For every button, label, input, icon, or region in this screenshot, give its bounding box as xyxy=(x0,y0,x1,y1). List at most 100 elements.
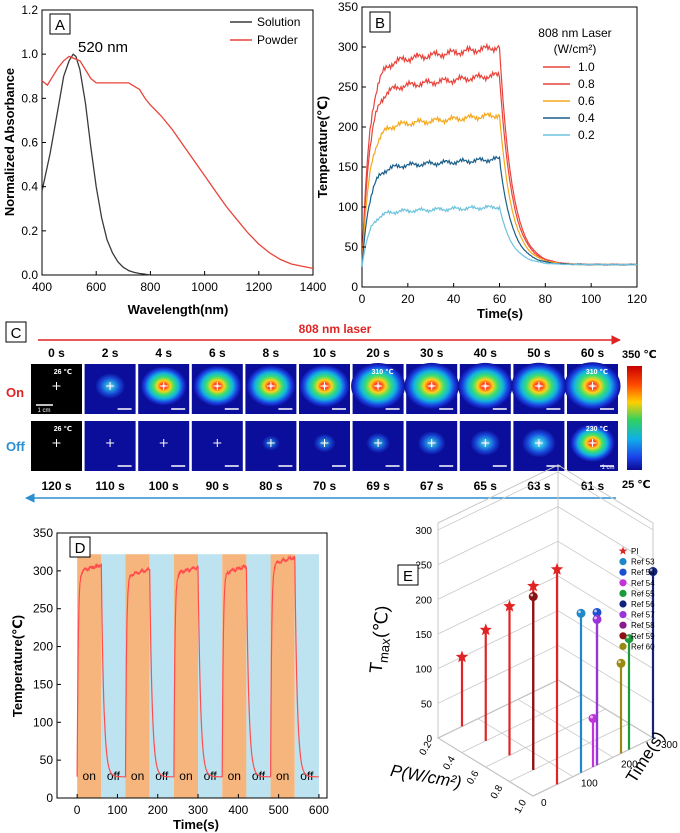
on-row-image xyxy=(511,362,567,414)
off-row-crosshair xyxy=(52,439,61,447)
on-row-time-label: 6 s xyxy=(209,346,226,360)
panel-a-xtick-label: 600 xyxy=(86,280,106,294)
panel-b-ylabel: Temperature(℃) xyxy=(315,96,330,198)
panel-e-ball-highlight xyxy=(618,660,621,664)
panel-e-pgrid xyxy=(461,694,582,753)
panel-e-zlabel: Tmax(℃) xyxy=(366,605,394,674)
on-row-crosshair xyxy=(481,382,490,390)
panel-a-xtick-label: 1400 xyxy=(300,280,327,294)
panel-b-xtick-label: 120 xyxy=(627,292,647,306)
panel-e-left-wall xyxy=(437,464,559,739)
off-row-image xyxy=(352,421,404,471)
off-row-image xyxy=(513,421,565,471)
panel-e-ball-highlight xyxy=(626,635,629,639)
panel-e-tgrid xyxy=(437,737,534,797)
panel-a-legend-solution: Solution xyxy=(257,15,300,29)
panel-e-point-pi xyxy=(503,599,516,756)
panel-d-xlabel: Time(s) xyxy=(173,817,219,832)
panel-d-ylabel: Temperature(℃) xyxy=(10,615,25,717)
panel-a-ytick-label: 0.6 xyxy=(21,136,38,150)
panel-e-zgrid xyxy=(437,506,654,565)
on-row-time-label: 30 s xyxy=(420,346,444,360)
laser-on-band xyxy=(77,554,102,798)
on-row-time-label: 50 s xyxy=(527,346,551,360)
panel-b-ytick-label: 0 xyxy=(351,280,358,294)
panel-a-series-solution xyxy=(41,53,151,276)
off-row-time-label: 63 s xyxy=(527,479,551,493)
panel-a-xtick-label: 1200 xyxy=(245,280,272,294)
off-row-time-label: 69 s xyxy=(366,479,390,493)
panel-e-point-ref-53 xyxy=(576,608,586,773)
panel-e-ztick-label: 50 xyxy=(421,699,433,710)
on-row-image xyxy=(351,363,406,414)
panel-a-xlabel: Wavelength(nm) xyxy=(128,302,229,317)
panel-e-point-ref-57 xyxy=(592,614,602,766)
panel-e-legend-ball xyxy=(619,621,627,629)
panel-a-chart: 400 600 800 1000 1200 1400 0.0 0.2 0.4 0.6 0.8 1.0 1… xyxy=(2,3,327,317)
panel-e-point-pi xyxy=(455,650,469,727)
panel-e-ball-highlight xyxy=(594,609,597,613)
on-band-label: on xyxy=(179,769,192,783)
panel-e-ball-highlight xyxy=(594,616,597,620)
panel-b-legend-label: 0.8 xyxy=(578,77,595,91)
panel-e-ball-marker xyxy=(616,658,626,668)
scale-min-label: 25 ℃ xyxy=(622,479,651,491)
panel-b-ytick-label: 250 xyxy=(338,80,358,94)
on-row-crosshair xyxy=(213,382,222,390)
zlabel-main: T xyxy=(366,661,387,674)
panel-e-ball-marker xyxy=(528,592,538,602)
panel-b-ytick-label: 300 xyxy=(338,40,358,54)
panel-e-ball-highlight xyxy=(530,593,534,597)
on-row-crosshair xyxy=(159,382,168,390)
panel-d-frame xyxy=(56,532,328,799)
panel-e-ptick-label: 0.8 xyxy=(489,783,506,801)
laser-on-band xyxy=(222,554,247,798)
off-row-image xyxy=(567,421,618,471)
panel-e-legend-label: PI xyxy=(631,547,639,556)
panel-e-legend-label: Ref 59 xyxy=(631,632,655,641)
temperature-scale-bar xyxy=(627,366,642,470)
scale-max-label: 350 ℃ xyxy=(622,349,657,361)
panel-a-ylabel: Normalized Absorbance xyxy=(2,68,17,216)
on-row-time-label: 10 s xyxy=(313,346,337,360)
panel-a-ytick-label: 0.2 xyxy=(21,224,38,238)
panel-e-ttick-label: 100 xyxy=(581,779,598,790)
laser-off-band xyxy=(149,554,174,798)
on-row-crosshair xyxy=(588,382,597,390)
off-row-crosshair xyxy=(266,439,275,447)
off-row-time-label: 80 s xyxy=(259,479,283,493)
panel-b-xtick-label: 0 xyxy=(359,292,366,306)
panel-b-series-0-2 xyxy=(361,204,638,268)
on-row-time-label: 0 s xyxy=(48,346,65,360)
panel-e-ball-highlight xyxy=(590,715,593,719)
panel-e-legend-label: Ref 54 xyxy=(631,579,655,588)
panel-a-series-powder xyxy=(41,55,314,270)
on-band-label: on xyxy=(131,769,144,783)
panel-e-ztick-label: 250 xyxy=(415,561,432,572)
on-row-image xyxy=(84,364,136,414)
panel-a-label-box xyxy=(49,13,71,35)
panel-e-star-marker xyxy=(455,650,469,663)
panel-e-pgrid xyxy=(437,679,559,739)
panel-a-ytick-label: 1.2 xyxy=(21,3,38,17)
panel-d-xtick-label: 200 xyxy=(148,803,168,817)
panel-e-ttick-label: 0 xyxy=(541,798,547,809)
panel-b-chart: 0 20 40 60 80 100 120 0 50 100 150 200 250 300 350 B 8… xyxy=(315,0,647,321)
off-row-crosshair xyxy=(374,439,383,447)
panel-d-ytick-label: 150 xyxy=(33,677,53,691)
panel-b-xtick-label: 100 xyxy=(581,292,601,306)
laser-off-band xyxy=(246,554,271,798)
panel-e-pgrid xyxy=(509,723,630,782)
on-row-temp-annotation: 310 ℃ xyxy=(371,368,393,376)
panel-e-tgrid xyxy=(477,718,574,778)
panel-e-point-ref-54 xyxy=(588,713,598,767)
off-row-crosshair xyxy=(320,439,329,447)
off-row-crosshair xyxy=(159,439,168,447)
off-row-image xyxy=(245,421,297,471)
panel-b-xlabel: Time(s) xyxy=(477,306,523,321)
off-row-image xyxy=(191,421,243,471)
panel-e-legend-ball xyxy=(619,589,627,598)
off-row-time-label: 70 s xyxy=(313,479,337,493)
panel-d-ytick-label: 300 xyxy=(33,564,53,578)
